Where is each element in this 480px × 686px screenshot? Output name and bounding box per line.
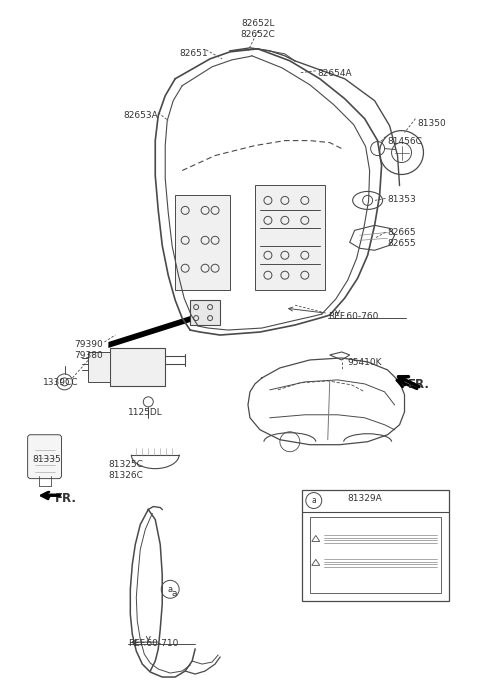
Text: 82653A: 82653A bbox=[123, 110, 158, 119]
FancyBboxPatch shape bbox=[28, 435, 61, 479]
Text: 81335: 81335 bbox=[33, 455, 61, 464]
Text: 82654A: 82654A bbox=[318, 69, 352, 78]
Text: REF.60-710: REF.60-710 bbox=[128, 639, 179, 648]
Text: 1125DL: 1125DL bbox=[128, 407, 163, 417]
Text: 79390
79380: 79390 79380 bbox=[75, 340, 103, 360]
FancyBboxPatch shape bbox=[88, 352, 110, 382]
Text: FR.: FR. bbox=[408, 378, 430, 391]
Text: 81325C
81326C: 81325C 81326C bbox=[108, 460, 143, 480]
Text: 95410K: 95410K bbox=[348, 358, 382, 367]
Text: FR.: FR. bbox=[55, 492, 76, 505]
Text: 1339CC: 1339CC bbox=[43, 378, 78, 387]
Text: 81329A: 81329A bbox=[348, 493, 383, 503]
FancyBboxPatch shape bbox=[302, 490, 449, 601]
FancyBboxPatch shape bbox=[310, 517, 442, 593]
Text: REF.60-760: REF.60-760 bbox=[328, 312, 378, 321]
Text: 82665
82655: 82665 82655 bbox=[387, 228, 416, 248]
Polygon shape bbox=[108, 316, 190, 348]
FancyBboxPatch shape bbox=[175, 196, 230, 290]
Text: a: a bbox=[171, 589, 177, 598]
FancyBboxPatch shape bbox=[110, 348, 165, 386]
FancyBboxPatch shape bbox=[255, 185, 325, 290]
Text: 81350: 81350 bbox=[418, 119, 446, 128]
Text: 82651: 82651 bbox=[180, 49, 208, 58]
FancyBboxPatch shape bbox=[190, 300, 220, 325]
Text: 82652L
82652C: 82652L 82652C bbox=[240, 19, 276, 39]
Text: 81353: 81353 bbox=[387, 196, 416, 204]
Text: 81456C: 81456C bbox=[387, 137, 422, 145]
Text: a: a bbox=[168, 584, 173, 594]
Text: a: a bbox=[312, 496, 316, 505]
